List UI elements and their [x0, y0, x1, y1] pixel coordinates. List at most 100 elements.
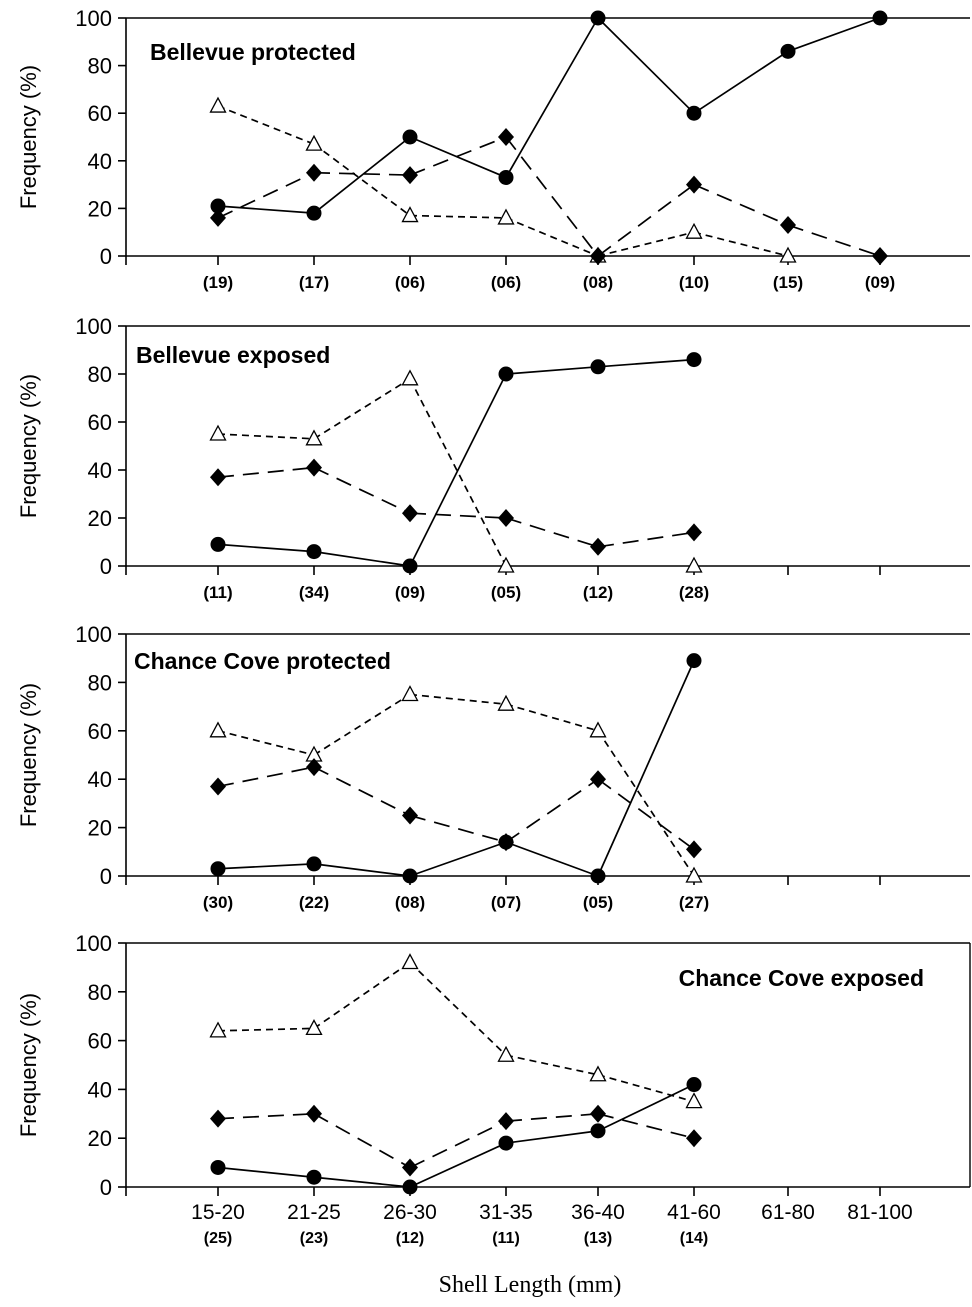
series-circle-filled: [210, 352, 702, 574]
data-point-diamond: [210, 1109, 226, 1128]
data-point-triangle: [497, 556, 515, 573]
y-tick-label: 20: [88, 1126, 112, 1151]
sample-size-label: (05): [491, 583, 521, 602]
y-tick-label: 60: [88, 410, 112, 435]
sample-size-label: (22): [299, 893, 329, 912]
sample-size-label: (19): [203, 273, 233, 292]
data-point-diamond: [210, 208, 226, 227]
series-line-segment: [597, 358, 695, 368]
series-line-segment: [217, 729, 315, 756]
data-point-triangle: [209, 424, 227, 441]
sample-size-label: (07): [491, 893, 521, 912]
data-point-diamond: [686, 523, 702, 542]
data-point-diamond: [590, 537, 606, 556]
panel-title: Bellevue protected: [150, 39, 356, 65]
data-point-circle: [306, 1169, 322, 1185]
series-line-segment: [597, 778, 695, 851]
data-point-circle: [590, 1123, 606, 1139]
data-point-diamond: [590, 247, 606, 265]
y-tick-label: 0: [100, 864, 112, 889]
data-point-circle: [686, 105, 702, 121]
data-point-diamond: [686, 840, 702, 859]
series-line-segment: [787, 224, 881, 257]
data-point-triangle: [401, 369, 419, 386]
y-tick-label: 20: [88, 816, 112, 841]
y-tick-label: 0: [100, 244, 112, 269]
sample-size-label: (05): [583, 893, 613, 912]
data-point-circle: [686, 1077, 702, 1093]
data-point-triangle: [305, 134, 323, 151]
series-line-segment: [313, 961, 411, 1030]
sample-size-label: (11): [203, 583, 232, 602]
data-point-circle: [498, 834, 514, 850]
series-line-segment: [597, 531, 695, 548]
series-line-segment: [313, 863, 411, 877]
series-line-segment: [217, 205, 315, 215]
data-point-circle: [780, 43, 796, 59]
data-point-triangle: [401, 953, 419, 970]
series-line-segment: [313, 550, 411, 567]
sample-size-label: (08): [583, 273, 613, 292]
data-point-triangle: [401, 206, 419, 223]
series-line-segment: [217, 1166, 315, 1179]
data-point-diamond: [780, 216, 796, 235]
series-line-segment: [597, 660, 695, 877]
chart-panel-2: 0 20 40 60 80 100 Frequency (%) Bellevue expose…: [16, 314, 970, 602]
data-point-diamond: [686, 1129, 702, 1148]
series-line-segment: [787, 17, 881, 53]
y-tick-label: 40: [88, 149, 112, 174]
series-line-segment: [505, 778, 599, 843]
data-point-triangle: [305, 1019, 323, 1036]
series-line-segment: [313, 766, 411, 817]
sample-size-label: (34): [299, 583, 329, 602]
y-tick-label: 0: [100, 554, 112, 579]
series-line-segment: [505, 17, 599, 178]
x-tick-label: 21-25: [287, 1201, 341, 1224]
data-point-circle: [210, 198, 226, 214]
series-circle-filled: [210, 10, 888, 221]
series-line-segment: [597, 1073, 695, 1103]
data-point-triangle: [685, 866, 703, 883]
chart-panel-3: 0 20 40 60 80 100 Frequency (%) Chance Cove pro…: [16, 622, 970, 912]
data-point-circle: [590, 359, 606, 375]
data-point-circle: [402, 558, 418, 574]
sample-size-label: (27): [679, 893, 709, 912]
series-line-segment: [409, 214, 507, 219]
series-line-segment: [693, 231, 789, 257]
data-point-diamond: [498, 1112, 514, 1131]
x-tick-label: 36-40: [571, 1201, 625, 1224]
sample-size-label: (10): [679, 273, 709, 292]
data-point-triangle: [209, 1021, 227, 1038]
x-tick-label: 26-30: [383, 1201, 437, 1224]
data-point-triangle: [497, 694, 515, 711]
y-tick-label: 80: [88, 362, 112, 387]
data-point-triangle: [305, 429, 323, 446]
data-point-circle: [210, 861, 226, 877]
series-line-segment: [313, 136, 411, 214]
x-tick-label: 41-60: [667, 1201, 721, 1224]
y-axis-label: Frequency (%): [16, 65, 41, 209]
data-point-diamond: [306, 163, 322, 182]
data-point-triangle: [685, 1092, 703, 1109]
chart-panel-1: 0 20 40 60 80 100 Frequency (%) Bellevue protec…: [16, 6, 970, 292]
series-line-segment: [409, 373, 507, 567]
data-point-triangle: [589, 1065, 607, 1082]
data-point-circle: [498, 1135, 514, 1151]
series-line-segment: [505, 365, 599, 375]
data-point-triangle: [401, 685, 419, 702]
series-line-segment: [217, 863, 315, 870]
sample-size-label: (12): [583, 583, 613, 602]
data-point-triangle: [779, 246, 797, 263]
series-line-segment: [505, 703, 599, 732]
data-point-triangle: [497, 1045, 515, 1062]
data-point-circle: [402, 868, 418, 884]
sample-size-label: (28): [679, 583, 709, 602]
series-diamond-filled: [210, 758, 702, 859]
y-tick-label: 40: [88, 1077, 112, 1102]
data-point-diamond: [402, 504, 418, 523]
chart-panel-4: 0 20 40 60 80 100 Frequency (%) Chance Cove exp…: [16, 931, 971, 1247]
data-point-diamond: [306, 1104, 322, 1123]
data-point-diamond: [402, 806, 418, 825]
y-tick-label: 60: [88, 101, 112, 126]
series-line-segment: [217, 1027, 315, 1032]
